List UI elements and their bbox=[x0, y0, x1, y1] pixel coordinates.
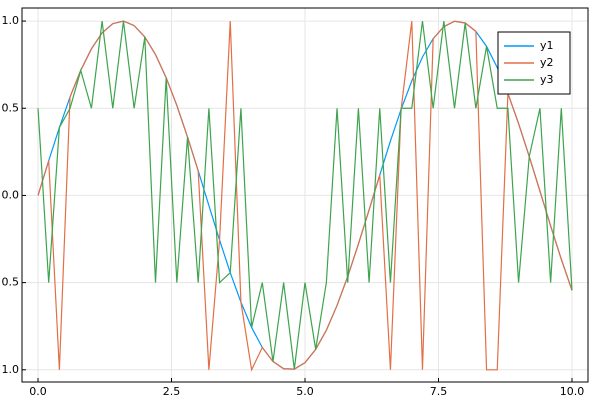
x-tick-label: 0.0 bbox=[29, 385, 47, 398]
y-tick-label: 1.0 bbox=[2, 363, 20, 376]
legend-label: y1 bbox=[540, 39, 554, 52]
x-tick-label: 7.5 bbox=[430, 385, 448, 398]
legend-label: y3 bbox=[540, 73, 554, 86]
plot-frame bbox=[21, 7, 589, 383]
y-tick-label: 0.5 bbox=[2, 276, 20, 289]
line-series bbox=[37, 21, 573, 370]
x-tick-label: 5.0 bbox=[296, 385, 314, 398]
y-tick-label: 1.0 bbox=[2, 14, 20, 27]
line-series bbox=[37, 20, 573, 372]
y-tick-label: 0.5 bbox=[2, 101, 20, 114]
legend-label: y2 bbox=[540, 56, 554, 69]
x-tick-label: 2.5 bbox=[163, 385, 181, 398]
x-tick-label: 10.0 bbox=[560, 385, 585, 398]
y-tick-label: 0.0 bbox=[2, 188, 20, 201]
